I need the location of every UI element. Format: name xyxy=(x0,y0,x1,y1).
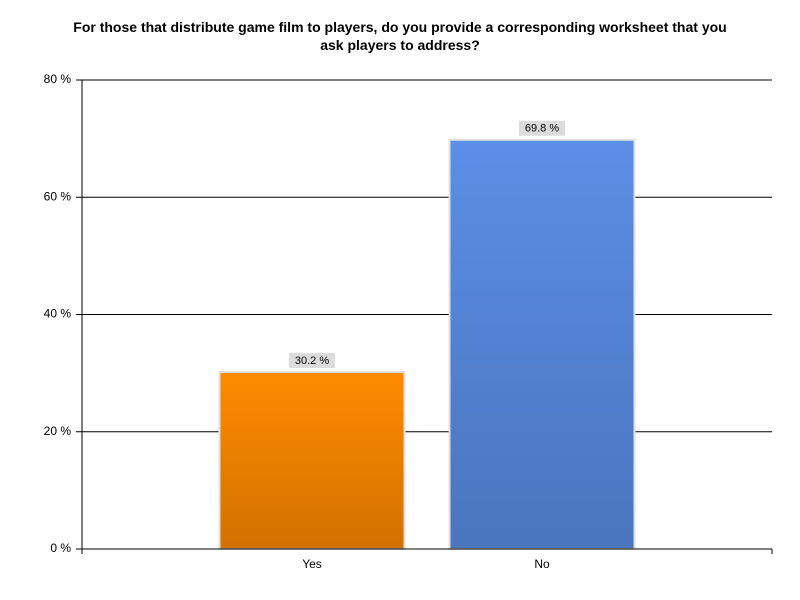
value-label-bg xyxy=(519,120,565,136)
bar-shade xyxy=(220,372,404,549)
chart-title: For those that distribute game film to p… xyxy=(73,19,727,53)
value-label-bg xyxy=(289,352,335,368)
y-tick-label: 40 % xyxy=(44,307,72,321)
x-tick-label: Yes xyxy=(302,557,322,571)
value-label: 69.8 % xyxy=(525,123,559,135)
y-tick-label: 80 % xyxy=(44,72,72,86)
bar-shade xyxy=(450,140,634,550)
y-tick-label: 60 % xyxy=(44,189,72,203)
x-tick-label: No xyxy=(534,557,550,571)
y-tick-label: 20 % xyxy=(44,424,72,438)
value-label: 30.2 % xyxy=(295,355,329,367)
y-tick-label: 0 % xyxy=(50,541,71,555)
